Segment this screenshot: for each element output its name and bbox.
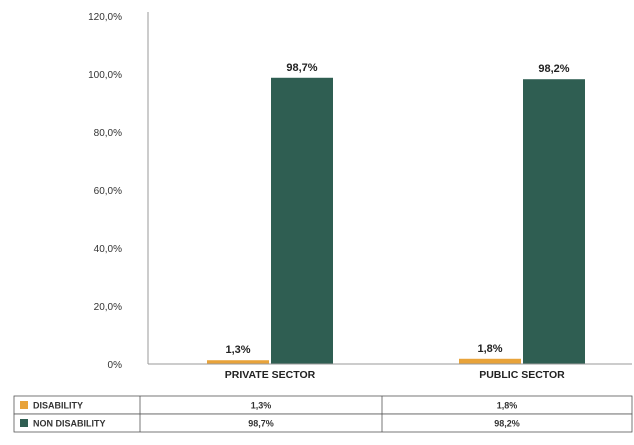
y-tick-label: 0% <box>108 360 123 371</box>
y-axis: 0% 20,0% 40,0% 60,0% 80,0% 100,0% 120,0% <box>88 12 149 371</box>
legend-swatch-icon <box>20 419 28 427</box>
data-label: 1,8% <box>477 343 502 355</box>
x-category-label: PRIVATE SECTOR <box>225 369 316 381</box>
table-row <box>13 413 633 433</box>
table-cell-value: 1,3% <box>251 401 272 411</box>
bar <box>271 77 333 365</box>
y-tick-label: 40,0% <box>94 244 122 255</box>
x-category-label: PUBLIC SECTOR <box>479 369 565 381</box>
y-tick-label: 120,0% <box>88 12 122 23</box>
data-label: 98,2% <box>538 63 569 75</box>
data-label: 1,3% <box>225 344 250 356</box>
y-tick-label: 60,0% <box>94 186 122 197</box>
y-tick-label: 20,0% <box>94 302 122 313</box>
bars: 1,3% 98,7% 1,8% 98,2% <box>207 62 585 365</box>
table-cell-value: 98,2% <box>494 419 520 429</box>
legend-series-name: DISABILITY <box>33 401 83 411</box>
table-cell-value: 1,8% <box>497 401 518 411</box>
bar <box>459 358 521 364</box>
table-row <box>13 395 633 415</box>
y-tick-label: 80,0% <box>94 128 122 139</box>
x-axis: PRIVATE SECTOR PUBLIC SECTOR <box>148 363 632 381</box>
y-tick-label: 100,0% <box>88 70 122 81</box>
bar <box>523 79 585 364</box>
table-cell-value: 98,7% <box>248 419 274 429</box>
data-table: DISABILITY 1,3% 1,8% NON DISABILITY 98,7% 98,… <box>13 395 633 433</box>
data-label: 98,7% <box>286 62 317 74</box>
legend-swatch-icon <box>20 401 28 409</box>
legend-series-name: NON DISABILITY <box>33 419 106 429</box>
bar <box>207 360 269 364</box>
